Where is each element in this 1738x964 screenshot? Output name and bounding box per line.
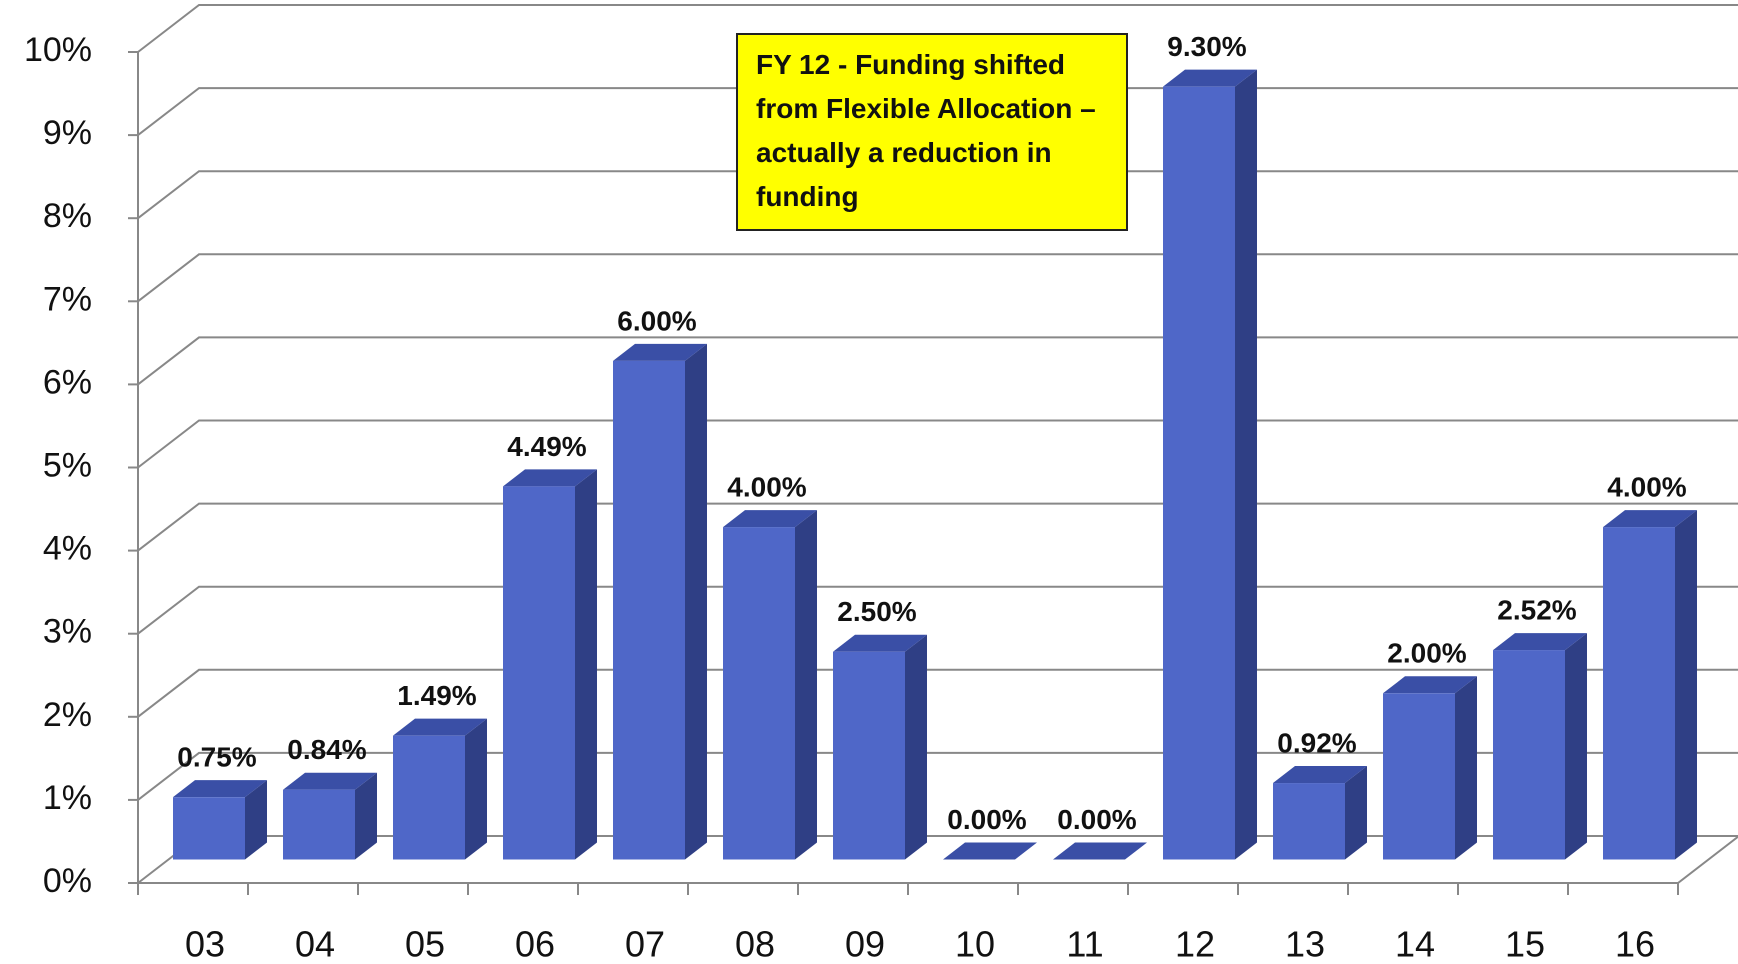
bar — [1273, 766, 1367, 859]
bar — [393, 719, 487, 860]
y-tick-label: 1% — [43, 779, 92, 817]
x-tick-label: 07 — [625, 924, 665, 964]
value-label: 0.00% — [947, 804, 1026, 835]
y-tick-label: 5% — [43, 446, 92, 484]
bar-front — [613, 361, 685, 860]
bar-side — [465, 719, 487, 860]
y-tick-label: 2% — [43, 696, 92, 734]
y-tick-label: 3% — [43, 613, 92, 651]
bar-front — [1383, 693, 1455, 859]
y-tick-label: 9% — [43, 114, 92, 152]
bar-front — [283, 790, 355, 860]
bar-front — [1163, 87, 1235, 860]
bar-front — [1603, 527, 1675, 859]
value-label: 2.50% — [837, 596, 916, 627]
bar — [1383, 676, 1477, 859]
bar-side — [685, 344, 707, 860]
value-label: 1.49% — [397, 680, 476, 711]
value-label: 4.00% — [727, 471, 806, 502]
value-label: 0.84% — [287, 734, 366, 765]
bar-front — [1493, 650, 1565, 859]
annotation: FY 12 - Funding shifted from Flexible Al… — [736, 33, 1128, 231]
value-label: 2.00% — [1387, 638, 1466, 669]
bar-front — [1273, 783, 1345, 859]
value-label: 4.49% — [507, 431, 586, 462]
x-tick-label: 12 — [1175, 924, 1215, 964]
bar — [613, 344, 707, 860]
bar-front — [393, 736, 465, 860]
y-tick-label: 8% — [43, 197, 92, 235]
bar — [503, 469, 597, 859]
bar-front — [723, 527, 795, 859]
y-tick-label: 0% — [43, 862, 92, 900]
y-tick-label: 6% — [43, 363, 92, 401]
bar-side — [1565, 633, 1587, 859]
value-label: 0.75% — [177, 742, 256, 773]
value-label: 0.92% — [1277, 727, 1356, 758]
bar-top — [1053, 843, 1147, 860]
y-tick-label: 4% — [43, 530, 92, 568]
value-label: 4.00% — [1607, 471, 1686, 502]
bar-side — [795, 510, 817, 859]
x-tick-label: 16 — [1615, 924, 1655, 964]
value-label: 9.30% — [1167, 31, 1246, 62]
bar-front — [503, 486, 575, 859]
value-label: 0.00% — [1057, 804, 1136, 835]
bar — [283, 773, 377, 860]
grid-line — [138, 504, 1738, 551]
grid-line — [138, 254, 1738, 301]
grid-line — [138, 421, 1738, 468]
bar-top — [943, 843, 1037, 860]
bar — [1163, 70, 1257, 860]
x-tick-label: 08 — [735, 924, 775, 964]
y-tick-label: 7% — [43, 280, 92, 318]
value-label: 2.52% — [1497, 594, 1576, 625]
bar — [1493, 633, 1587, 859]
x-tick-label: 15 — [1505, 924, 1545, 964]
value-label: 6.00% — [617, 305, 696, 336]
bar — [1603, 510, 1697, 859]
bar-side — [1455, 676, 1477, 859]
grid-line — [138, 337, 1738, 384]
bar — [1053, 843, 1147, 860]
x-tick-label: 06 — [515, 924, 555, 964]
x-tick-label: 09 — [845, 924, 885, 964]
bar — [173, 780, 267, 859]
bar-side — [905, 635, 927, 860]
bar — [943, 843, 1037, 860]
bar-side — [575, 469, 597, 859]
x-tick-label: 05 — [405, 924, 445, 964]
y-tick-label: 10% — [24, 31, 92, 69]
x-tick-label: 04 — [295, 924, 335, 964]
bar-side — [1235, 70, 1257, 860]
x-tick-label: 14 — [1395, 924, 1435, 964]
bar-front — [833, 652, 905, 860]
x-tick-label: 10 — [955, 924, 995, 964]
x-tick-label: 03 — [185, 924, 225, 964]
bar-side — [1675, 510, 1697, 859]
bar — [833, 635, 927, 860]
page: 0% 1% 2% 3% 4% 5% 6% 7% 8% 9% 10% 03 0.75% 04 0.84% 05 1… — [0, 0, 1738, 964]
x-tick-label: 11 — [1066, 924, 1103, 964]
x-tick-label: 13 — [1285, 924, 1325, 964]
bar — [723, 510, 817, 859]
bar-front — [173, 797, 245, 859]
